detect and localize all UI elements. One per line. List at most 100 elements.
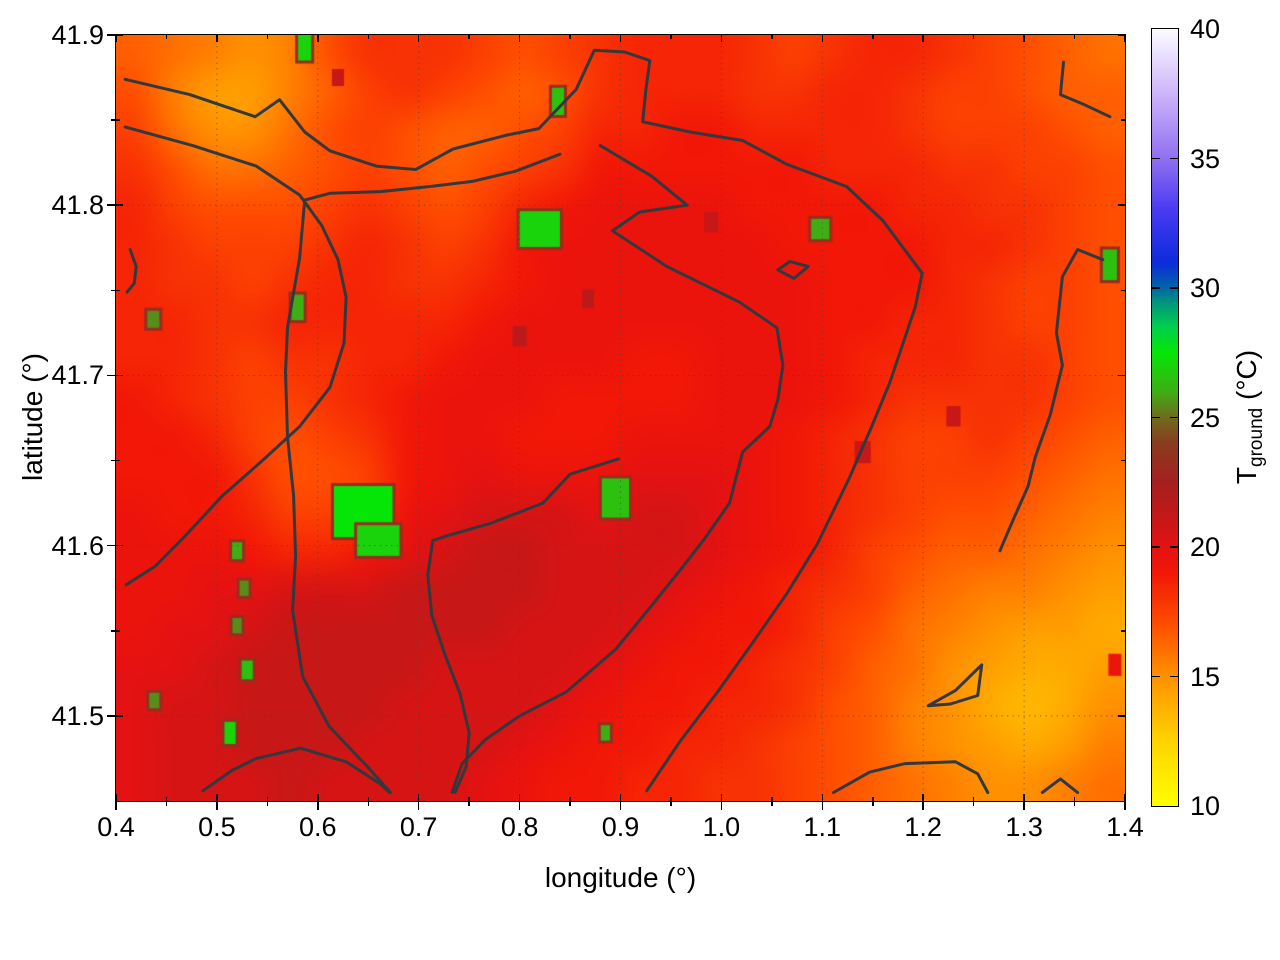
tick-mark [670,35,672,39]
tick-mark [1118,715,1125,717]
tick-mark [367,797,369,806]
colorbar-tick-mark [1152,416,1160,419]
tick-mark [216,35,218,42]
contour-line [284,152,562,794]
contour-line [426,457,620,794]
x-tick-label: 1.2 [904,812,942,842]
x-tick-label: 1.4 [1106,812,1144,842]
tick-mark [821,35,824,42]
contour-line [123,48,924,793]
tick-mark [216,794,218,810]
tick-mark [1121,630,1125,632]
tick-mark [107,544,123,547]
tick-mark [771,35,773,39]
tick-mark [266,35,269,39]
colorbar-tick-mark [1152,287,1160,289]
x-tick-label: 0.9 [601,812,640,842]
tick-mark [367,35,369,39]
tick-mark [111,289,120,292]
tick-mark [107,715,123,717]
colorbar-title: Tground (°C) [1231,349,1267,485]
tick-mark [1023,794,1025,810]
tick-mark [1118,204,1125,206]
tick-mark [107,374,123,377]
colorbar-title-units: (°C) [1231,349,1262,408]
y-axis-title: latitude (°) [17,353,48,481]
tick-mark [1118,544,1125,547]
colorbar-tick-label: 30 [1190,273,1221,303]
tick-mark [619,794,622,810]
contour-line [201,746,391,794]
tick-mark [111,630,120,632]
tick-mark [1121,119,1125,121]
x-tick-label: 0.6 [299,812,337,842]
contour-line [123,125,348,587]
tick-mark [1124,794,1126,810]
colorbar-tick-label: 10 [1190,791,1221,821]
tick-mark [1073,35,1076,39]
tick-mark [972,797,975,806]
colorbar-title-symbol: T [1231,466,1262,485]
tick-mark [107,204,123,206]
y-tick-label: 41.5 [51,700,104,731]
tick-mark [1023,35,1025,42]
tick-mark [1118,374,1125,377]
contour-line [1058,60,1112,119]
tick-mark [111,119,120,121]
tick-mark [619,35,622,42]
x-tick-label: 0.4 [97,812,135,842]
colorbar-tick-mark [1170,546,1178,548]
contour-line [926,663,984,708]
contour-line [450,144,785,794]
tick-mark [771,797,773,806]
colorbar-tick-label: 25 [1190,402,1221,433]
tick-mark [1124,35,1126,42]
x-tick-label: 1.0 [702,812,741,842]
tick-mark [569,797,571,806]
tick-mark [518,794,521,810]
tick-mark [115,35,117,42]
colorbar-tick-mark [1170,157,1178,160]
colorbar-tick-mark [1152,157,1160,160]
tick-mark [1073,797,1076,806]
colorbar-tick-mark [1152,546,1160,548]
tick-mark [115,794,117,810]
tick-mark [569,35,571,39]
x-axis-title: longitude (°) [544,862,697,893]
contour-line [998,248,1105,553]
colorbar-tick-label: 20 [1190,532,1221,562]
contour-line [125,248,138,294]
x-tick-label: 0.5 [198,812,236,842]
colorbar-tick-label: 35 [1190,143,1221,174]
tick-mark [468,35,470,39]
contour-line [1040,777,1080,794]
colorbar-tick-mark [1152,675,1160,678]
tick-mark [468,797,470,806]
colorbar-title-subscript: ground [1246,407,1267,467]
tick-mark [266,797,269,806]
tick-mark [720,794,723,810]
x-tick-label: 1.3 [1005,812,1043,842]
x-tick-label: 0.8 [500,812,539,842]
tick-mark [107,34,123,36]
tick-mark [922,794,924,810]
tick-mark [872,797,874,806]
contour-overlay [116,35,1125,801]
x-tick-label: 1.1 [803,812,842,842]
tick-mark [417,794,420,810]
tick-mark [670,797,672,806]
colorbar-tick-label: 15 [1190,661,1221,692]
colorbar-tick-mark [1170,416,1178,419]
tick-mark [922,35,924,42]
tick-mark [165,35,168,39]
tick-mark [720,35,723,42]
tick-mark [1121,459,1125,462]
tick-mark [518,35,521,42]
x-tick-label: 0.7 [399,812,438,842]
colorbar-tick-label: 40 [1190,14,1221,44]
y-tick-label: 41.7 [51,360,104,391]
tick-mark [111,459,120,462]
y-tick-label: 41.8 [51,190,104,221]
tick-mark [1118,34,1125,36]
